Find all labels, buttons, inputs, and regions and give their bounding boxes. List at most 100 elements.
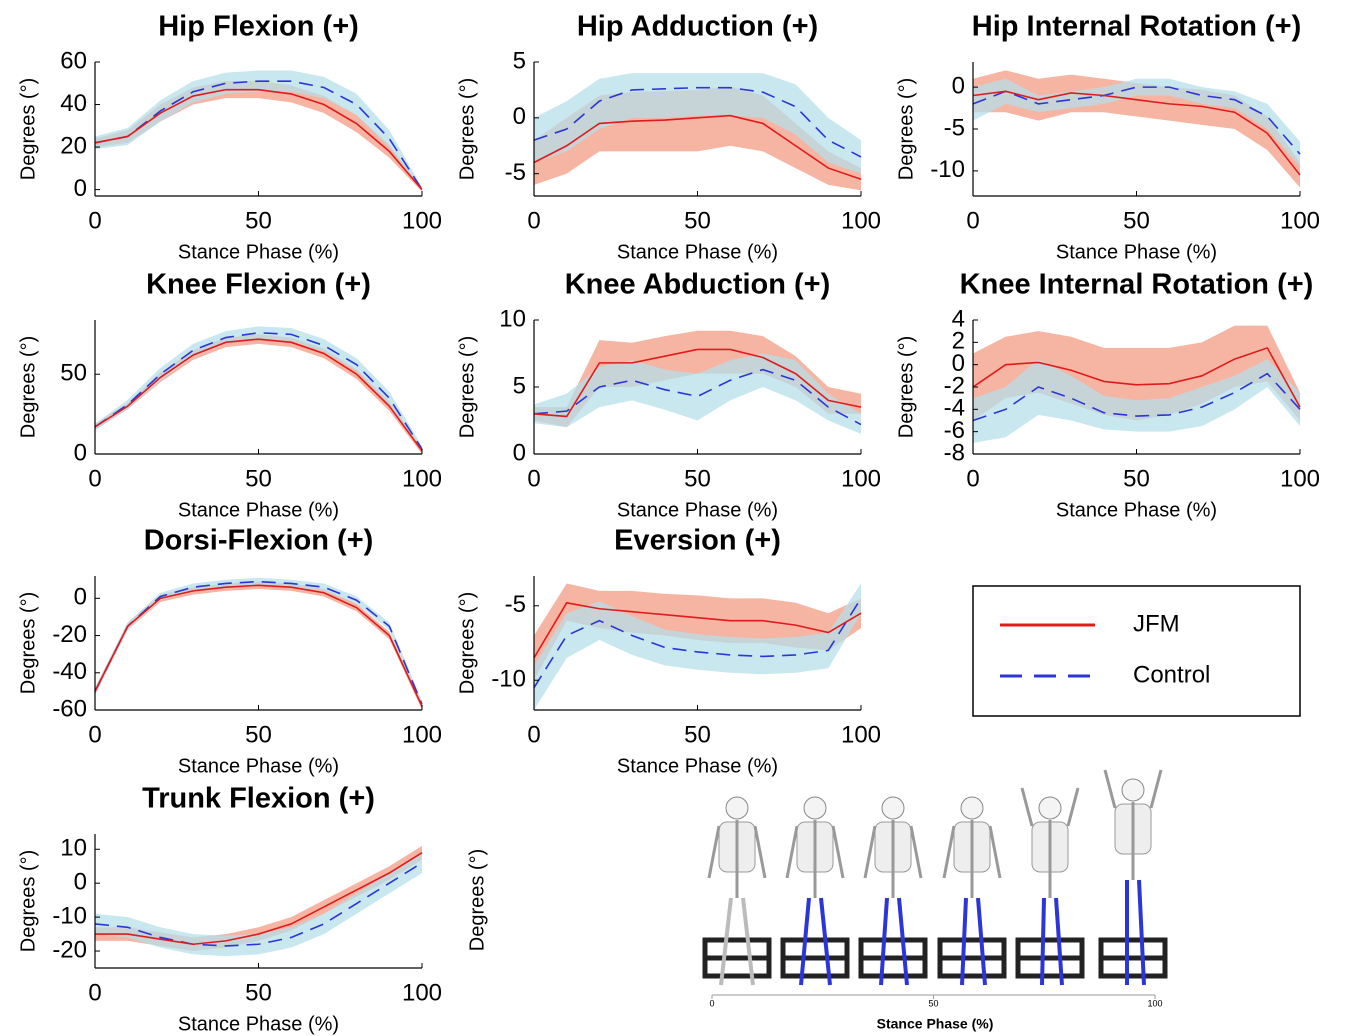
x-tick-label: 50 (245, 465, 272, 492)
skeleton-head (1039, 797, 1061, 819)
y-axis-label: Degrees (°) (895, 78, 917, 180)
skeleton-arm (1068, 788, 1078, 826)
x-tick-label: 0 (88, 465, 101, 492)
x-tick-label: 50 (684, 207, 711, 234)
x-tick-label: 0 (527, 721, 540, 748)
leg (1139, 880, 1144, 985)
y-tick-label: -40 (52, 658, 87, 685)
skeleton-head (882, 797, 904, 819)
x-tick-label: 50 (684, 721, 711, 748)
x-tick-label: 0 (709, 998, 714, 1008)
chart-title: Knee Flexion (+) (146, 269, 371, 301)
chart-title: Hip Internal Rotation (+) (972, 11, 1301, 43)
x-tick-label: 50 (1123, 207, 1150, 234)
x-axis-label: Stance Phase (%) (1056, 241, 1217, 263)
skeleton-illustration (705, 770, 1165, 985)
skeleton-head (804, 797, 826, 819)
y-tick-label: 50 (60, 360, 87, 387)
band (95, 578, 422, 708)
legend: JFM Control (973, 586, 1300, 716)
x-axis-label: Stance Phase (%) (617, 499, 778, 521)
y-tick-label: -10 (52, 902, 87, 929)
x-axis-label: Stance Phase (%) (178, 1013, 339, 1035)
skeleton-head (726, 797, 748, 819)
figure: Hip Flexion (+) Degrees (°) Stance Phase (… (0, 0, 1355, 1036)
x-axis-label: Stance Phase (%) (178, 499, 339, 521)
y-tick-label: 5 (513, 372, 526, 399)
y-tick-label: 20 (60, 132, 87, 159)
y-tick-label: 0 (74, 584, 87, 611)
x-tick-label: 50 (1123, 465, 1150, 492)
series-line (95, 582, 422, 705)
y-tick-label: 0 (74, 869, 87, 896)
y-axis-label: Degrees (°) (17, 336, 39, 438)
y-axis-label: Degrees (°) (17, 78, 39, 180)
y-axis-label: Degrees (°) (456, 592, 478, 694)
x-tick-label: 50 (245, 979, 272, 1006)
chart-title: Trunk Flexion (+) (142, 783, 375, 815)
chart-title: Dorsi-Flexion (+) (144, 525, 374, 557)
x-tick-label: 0 (88, 721, 101, 748)
chart-title: Knee Abduction (+) (565, 269, 831, 301)
series-line (95, 585, 422, 706)
legend-label: Control (1133, 661, 1210, 688)
y-tick-label: 0 (952, 72, 965, 99)
x-tick-label: 50 (245, 207, 272, 234)
band (95, 71, 422, 192)
skeleton-arm (944, 826, 954, 878)
y-tick-label: -5 (944, 114, 965, 141)
skeleton-arm (1022, 788, 1032, 826)
skeleton-head (1122, 779, 1144, 801)
x-tick-label: 50 (245, 721, 272, 748)
leg (1042, 898, 1044, 985)
y-tick-label: 10 (499, 305, 526, 332)
skeleton-arm (709, 826, 719, 878)
x-tick-label: 100 (402, 721, 442, 748)
x-axis-label: Stance Phase (%) (617, 241, 778, 263)
x-axis-label: Stance Phase (%) (877, 1016, 994, 1032)
y-tick-label: 0 (513, 103, 526, 130)
leg (962, 898, 966, 985)
x-axis-label: Stance Phase (%) (178, 241, 339, 263)
chart-title: Eversion (+) (614, 525, 781, 557)
y-tick-label: 40 (60, 90, 87, 117)
y-tick-label: -10 (930, 156, 965, 183)
band (95, 582, 422, 710)
y-tick-label: 0 (74, 175, 87, 202)
x-tick-label: 100 (841, 721, 881, 748)
y-tick-label: -10 (491, 666, 526, 693)
y-tick-label: -60 (52, 695, 87, 722)
y-tick-label: 4 (952, 305, 965, 332)
x-tick-label: 0 (88, 207, 101, 234)
y-axis-label: Degrees (°) (466, 849, 488, 951)
y-axis-label: Degrees (°) (456, 78, 478, 180)
x-tick-label: 100 (402, 465, 442, 492)
x-tick-label: 50 (928, 998, 938, 1008)
y-tick-label: 60 (60, 47, 87, 74)
y-tick-label: -5 (505, 591, 526, 618)
skeleton-arm (990, 826, 1000, 878)
legend-label: JFM (1133, 610, 1180, 637)
x-axis-label: Stance Phase (%) (617, 755, 778, 777)
skeleton-arm (833, 826, 843, 878)
y-tick-label: 0 (74, 439, 87, 466)
x-tick-label: 0 (527, 465, 540, 492)
y-axis-label: Degrees (°) (17, 592, 39, 694)
x-tick-label: 0 (966, 465, 979, 492)
band (95, 853, 422, 956)
x-tick-label: 100 (402, 207, 442, 234)
band (95, 81, 422, 192)
y-tick-label: -20 (52, 621, 87, 648)
skeleton-arm (1151, 770, 1161, 808)
y-tick-label: 5 (513, 47, 526, 74)
x-axis-label: Stance Phase (%) (178, 755, 339, 777)
skeleton-head (961, 797, 983, 819)
x-tick-label: 100 (841, 207, 881, 234)
x-tick-label: 50 (684, 465, 711, 492)
y-tick-label: 10 (60, 835, 87, 862)
skeleton-arm (1105, 770, 1115, 808)
chart-title: Hip Flexion (+) (158, 11, 359, 43)
x-tick-label: 100 (1280, 207, 1320, 234)
y-tick-label: 0 (513, 439, 526, 466)
x-tick-label: 100 (1147, 998, 1162, 1008)
